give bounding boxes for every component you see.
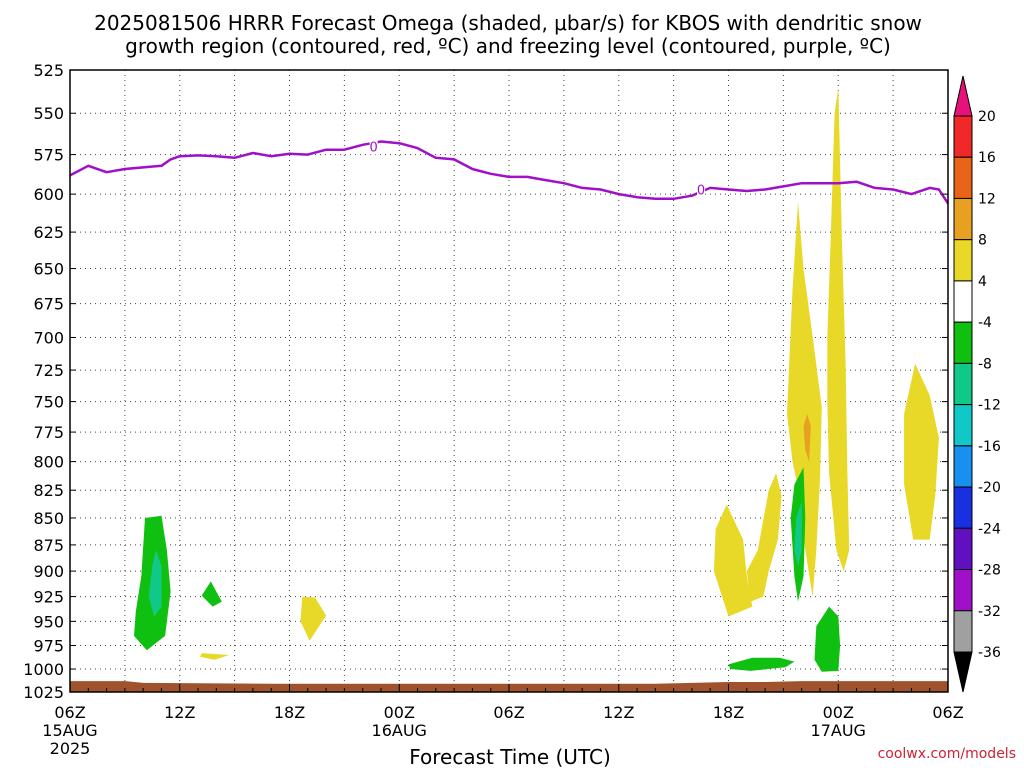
colorbar-swatch (953, 362, 973, 406)
y-axis-ticks: 525 550 575 600 625 650 675 700 725 750 775 800 825 8… (23, 61, 948, 702)
contour-label-bg (697, 181, 706, 198)
colorbar-label: -12 (978, 398, 1001, 414)
omega-region (787, 201, 822, 597)
y-tick-label: 800 (33, 453, 64, 472)
y-tick-label: 975 (33, 637, 64, 656)
colorbar-label: -32 (978, 604, 1001, 620)
colorbar-label: -36 (978, 645, 1001, 661)
colorbar-swatch (953, 610, 973, 653)
colorbar-swatch (953, 404, 973, 447)
x-tick-label: 12Z (603, 703, 634, 722)
colorbar-label: -16 (978, 439, 1001, 455)
chart-title-line-2: growth region (contoured, red, ºC) and f… (125, 34, 891, 58)
colorbar-swatch (953, 321, 973, 364)
omega-regions (134, 87, 939, 672)
colorbar-label: 16 (978, 150, 996, 166)
omega-region (803, 413, 811, 462)
colorbar-swatch (953, 239, 973, 282)
y-tick-label: 1025 (23, 683, 64, 702)
x-tick-label: 06Z (493, 703, 524, 722)
omega-region (746, 473, 782, 602)
colorbar-swatch (953, 486, 973, 529)
colorbar-label: -8 (978, 356, 992, 372)
colorbar-label: 4 (978, 274, 987, 290)
colorbar-top-arrow (953, 75, 973, 117)
y-tick-label: 950 (33, 612, 64, 631)
x-tick-label: 18Z (274, 703, 305, 722)
y-tick-label: 925 (33, 588, 64, 607)
omega-region (148, 550, 162, 617)
y-tick-label: 550 (33, 104, 64, 123)
omega-region (814, 606, 841, 672)
x-tick-date: 15AUG (42, 721, 97, 740)
y-tick-label: 825 (33, 481, 64, 500)
x-tick-label: 06Z (54, 703, 85, 722)
y-tick-label: 650 (33, 260, 64, 279)
omega-region (300, 596, 327, 641)
y-tick-label: 750 (33, 393, 64, 412)
omega-region (728, 657, 795, 671)
colorbar-swatch (953, 569, 973, 612)
credit-label: coolwx.com/models (878, 746, 1016, 762)
colorbar-label: 12 (978, 191, 996, 207)
x-axis-label: Forecast Time (UTC) (409, 745, 611, 768)
y-tick-label: 700 (33, 328, 64, 347)
freezing-level-line (69, 140, 950, 205)
colorbar-label: -28 (978, 563, 1001, 579)
colorbar-swatch (953, 445, 973, 488)
contour-label: 0 (370, 140, 378, 155)
x-tick-year: 2025 (50, 739, 91, 758)
colorbar-label: -4 (978, 315, 992, 331)
colorbar-swatch (953, 156, 973, 199)
x-tick-label: 12Z (164, 703, 195, 722)
omega-region (827, 87, 850, 572)
colorbar-swatch (953, 527, 973, 571)
y-tick-label: 675 (33, 295, 64, 314)
y-tick-label: 875 (33, 536, 64, 555)
x-tick-date: 17AUG (811, 721, 866, 740)
freezing-level-contour: 00 (69, 138, 950, 205)
y-tick-label: 525 (33, 61, 64, 80)
omega-region (794, 501, 802, 566)
omega-region (713, 504, 753, 617)
colorbar-label: 8 (978, 233, 987, 249)
colorbar-label: -20 (978, 480, 1001, 496)
y-tick-label: 575 (33, 146, 64, 165)
y-tick-label: 600 (33, 185, 64, 204)
chart-title-line-1: 2025081506 HRRR Forecast Omega (shaded, … (94, 11, 922, 35)
x-tick-date: 16AUG (372, 721, 427, 740)
omega-region (199, 653, 230, 660)
y-tick-label: 900 (33, 562, 64, 581)
colorbar-swatch (953, 115, 973, 158)
x-tick-label: 06Z (932, 703, 963, 722)
omega-region (201, 581, 222, 607)
y-tick-label: 850 (33, 509, 64, 528)
x-tick-label: 00Z (384, 703, 415, 722)
x-tick-label: 00Z (823, 703, 854, 722)
contour-label-bg (369, 138, 378, 155)
colorbar-label: -24 (978, 521, 1001, 537)
y-tick-label: 775 (33, 423, 64, 442)
y-tick-label: 1000 (23, 660, 64, 679)
colorbar-swatch (953, 197, 973, 241)
contour-label: 0 (697, 183, 705, 198)
colorbar-bottom-arrow (953, 651, 973, 693)
colorbar: 20 16 12 8 4 -4 -8 -12 -16 -20 -24 -28 -32 -36 (953, 75, 1001, 693)
x-tick-label: 18Z (713, 703, 744, 722)
colorbar-swatch (953, 280, 973, 323)
y-tick-label: 725 (33, 361, 64, 380)
y-tick-label: 625 (33, 223, 64, 242)
colorbar-label: 20 (978, 109, 996, 125)
omega-region (904, 363, 939, 540)
